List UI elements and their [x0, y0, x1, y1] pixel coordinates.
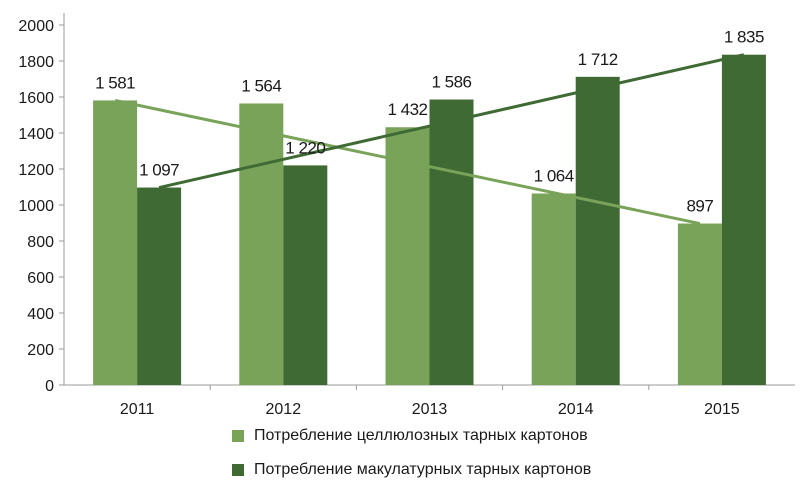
- y-tick-label: 1200: [18, 162, 54, 179]
- y-tick-label: 400: [27, 306, 54, 323]
- y-tick-label: 1600: [18, 90, 54, 107]
- trendline-cellulose: [114, 98, 701, 226]
- x-tick-label: 2012: [266, 401, 302, 418]
- x-tick-label: 2013: [412, 401, 448, 418]
- legend-label-cellulose: Потребление целлюлозных тарных картонов: [254, 427, 588, 444]
- y-tick-label: 1800: [18, 54, 54, 71]
- data-label-waste-paper: 1 220: [285, 138, 325, 157]
- bar-cellulose: [93, 100, 138, 386]
- bar-waste-paper: [575, 76, 620, 385]
- bar-cellulose: [385, 127, 430, 386]
- y-tick-label: 200: [27, 342, 54, 359]
- bar-waste-paper: [283, 165, 328, 385]
- y-tick-label: 0: [45, 378, 54, 395]
- legend-item-cellulose: Потребление целлюлозных тарных картонов: [232, 426, 591, 446]
- data-label-waste-paper: 1 097: [139, 161, 179, 180]
- legend-label-waste-paper: Потребление макулатурных тарных картонов: [254, 461, 592, 478]
- y-tick-label: 600: [27, 270, 54, 287]
- data-label-cellulose: 1 432: [387, 100, 427, 119]
- legend-swatch-cellulose: [232, 430, 244, 442]
- trendlines: [114, 53, 745, 226]
- data-label-cellulose: 1 581: [95, 73, 135, 92]
- data-label-cellulose: 1 564: [241, 76, 281, 95]
- legend-swatch-waste-paper: [232, 464, 244, 476]
- data-labels: 1 581 1 564 1 432 1 064 897 1 097 1 220 1 586 1 …: [95, 28, 764, 216]
- data-label-waste-paper: 1 835: [724, 28, 764, 47]
- data-label-waste-paper: 1 712: [578, 50, 618, 69]
- y-tick-label: 2000: [18, 18, 54, 35]
- bars: [93, 54, 766, 386]
- y-tick-label: 1000: [18, 198, 54, 215]
- data-label-waste-paper: 1 586: [431, 73, 471, 92]
- x-tick-label: 2014: [558, 401, 594, 418]
- legend: Потребление целлюлозных тарных картонов …: [232, 426, 591, 494]
- bar-waste-paper: [137, 187, 182, 385]
- tick-labels: 0 200 400 600 800 1000 1200 1400 1600 1800 2000 201…: [18, 18, 739, 418]
- legend-item-waste-paper: Потребление макулатурных тарных картонов: [232, 460, 591, 480]
- bar-waste-paper: [429, 99, 474, 386]
- data-label-cellulose: 897: [686, 197, 713, 216]
- x-tick-label: 2015: [704, 401, 740, 418]
- bar-waste-paper: [721, 54, 766, 385]
- bar-cellulose: [677, 223, 722, 385]
- bar-cellulose: [239, 103, 284, 385]
- y-tick-label: 800: [27, 234, 54, 251]
- bar-cellulose: [531, 193, 576, 385]
- trendline-waste-paper: [158, 53, 745, 190]
- y-tick-label: 1400: [18, 126, 54, 143]
- data-label-cellulose: 1 064: [534, 166, 574, 185]
- x-tick-label: 2011: [120, 401, 155, 418]
